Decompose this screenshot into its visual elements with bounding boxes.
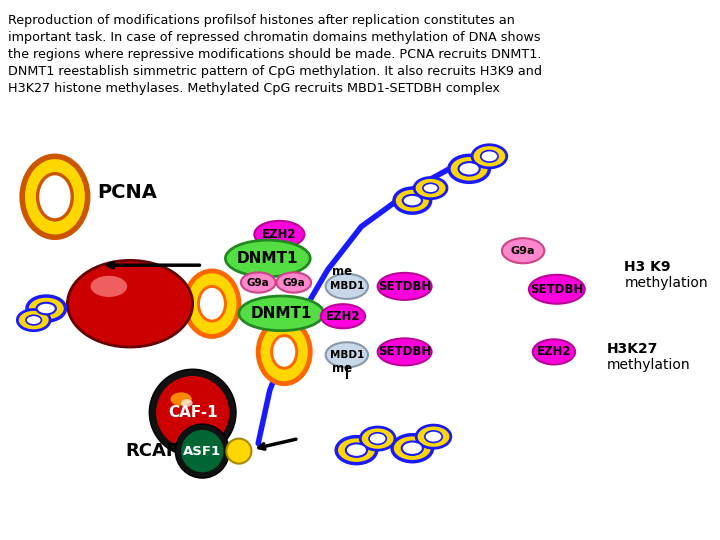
Ellipse shape (360, 427, 395, 450)
Ellipse shape (181, 399, 193, 407)
Text: DNMT1: DNMT1 (237, 251, 299, 266)
Text: CAF-1: CAF-1 (168, 405, 217, 420)
Ellipse shape (529, 275, 585, 303)
Circle shape (156, 376, 229, 449)
Ellipse shape (414, 178, 447, 199)
Ellipse shape (336, 437, 377, 464)
Text: H3K27: H3K27 (607, 342, 658, 356)
Text: G9a: G9a (282, 278, 305, 287)
Ellipse shape (321, 304, 365, 328)
Ellipse shape (377, 339, 431, 366)
Ellipse shape (449, 156, 490, 183)
Ellipse shape (27, 296, 66, 321)
Ellipse shape (271, 335, 297, 368)
Ellipse shape (402, 442, 423, 455)
Text: MBD1: MBD1 (330, 350, 364, 360)
Ellipse shape (239, 296, 324, 330)
Ellipse shape (346, 443, 367, 457)
Text: EZH2: EZH2 (262, 228, 297, 241)
Circle shape (149, 369, 236, 456)
Ellipse shape (185, 271, 239, 336)
Ellipse shape (377, 273, 431, 300)
Ellipse shape (171, 393, 192, 406)
Ellipse shape (91, 276, 127, 297)
Circle shape (181, 430, 223, 472)
Ellipse shape (425, 431, 442, 442)
Ellipse shape (199, 286, 225, 321)
Ellipse shape (254, 221, 305, 248)
Ellipse shape (37, 303, 56, 314)
Ellipse shape (502, 238, 544, 264)
Ellipse shape (225, 240, 310, 276)
Ellipse shape (369, 433, 387, 444)
Text: G9a: G9a (511, 246, 536, 256)
Text: EZH2: EZH2 (536, 346, 571, 359)
Text: PCNA: PCNA (97, 184, 157, 202)
Text: RCAF: RCAF (125, 442, 179, 460)
Ellipse shape (37, 174, 72, 220)
Ellipse shape (472, 145, 507, 168)
Text: SETDBH: SETDBH (530, 283, 583, 296)
Ellipse shape (258, 320, 310, 384)
Ellipse shape (416, 425, 451, 448)
Ellipse shape (481, 151, 498, 162)
Ellipse shape (459, 162, 480, 176)
Ellipse shape (394, 188, 431, 213)
Ellipse shape (240, 272, 276, 293)
Text: G9a: G9a (247, 278, 269, 287)
Ellipse shape (17, 309, 50, 330)
Text: methylation: methylation (607, 357, 690, 372)
Ellipse shape (26, 315, 42, 325)
Ellipse shape (402, 195, 422, 206)
Text: EZH2: EZH2 (325, 310, 360, 323)
Text: DNMT1: DNMT1 (251, 306, 312, 321)
Ellipse shape (325, 274, 368, 299)
Text: ASF1: ASF1 (184, 444, 221, 457)
Ellipse shape (325, 342, 368, 367)
Text: methylation: methylation (624, 276, 708, 290)
Text: H3 K9: H3 K9 (624, 260, 671, 274)
Text: me: me (332, 266, 352, 279)
Text: SETDBH: SETDBH (378, 346, 431, 359)
Ellipse shape (423, 183, 438, 193)
Circle shape (176, 424, 229, 478)
Ellipse shape (276, 272, 311, 293)
Ellipse shape (68, 260, 193, 347)
Ellipse shape (392, 435, 433, 462)
Text: me: me (332, 362, 352, 375)
Circle shape (226, 438, 251, 464)
Ellipse shape (22, 156, 88, 237)
Text: MBD1: MBD1 (330, 281, 364, 292)
Ellipse shape (533, 339, 575, 364)
Text: Reproduction of modifications profilsof histones after replication constitutes a: Reproduction of modifications profilsof … (8, 14, 541, 94)
Text: SETDBH: SETDBH (378, 280, 431, 293)
